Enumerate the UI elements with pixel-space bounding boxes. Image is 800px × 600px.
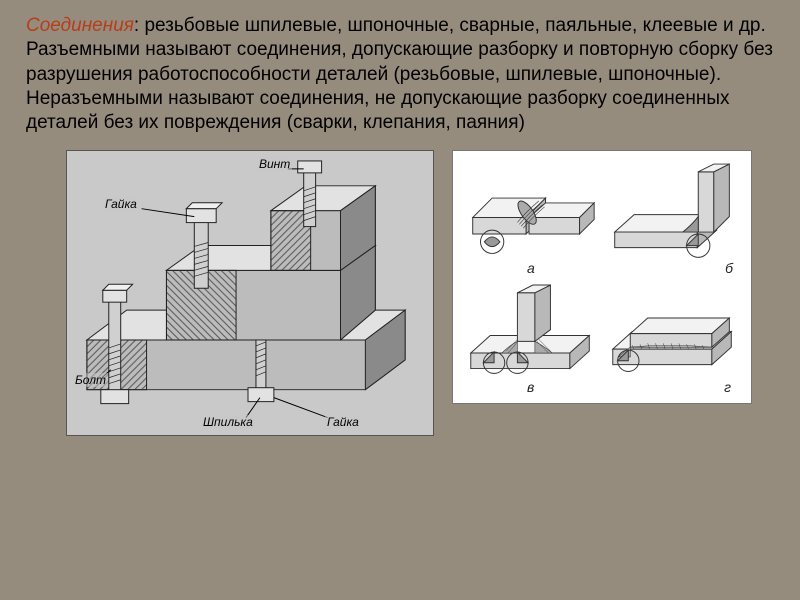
label-nut-bottom: Гайка (325, 415, 361, 429)
weld-tile-b: б (605, 161, 741, 274)
threaded-joints-diagram: Гайка Винт Болт Шпилька Гайка (66, 150, 434, 436)
threaded-svg (67, 151, 433, 435)
weld-tile-c: в (463, 280, 599, 393)
weld-types-grid: а б (452, 150, 752, 404)
figures-row: Гайка Винт Болт Шпилька Гайка (0, 146, 800, 436)
tag-a: а (527, 260, 535, 276)
label-screw: Винт (257, 157, 292, 171)
tag-d: г (724, 379, 731, 395)
label-stud: Шпилька (201, 415, 255, 429)
label-nut-top: Гайка (103, 197, 139, 211)
tag-c: в (527, 379, 534, 395)
label-bolt: Болт (73, 373, 108, 387)
tag-b: б (725, 260, 733, 276)
lead-word: Соединения (26, 15, 134, 36)
weld-tile-a: а (463, 161, 599, 274)
weld-tile-d: г (605, 280, 741, 393)
body-text: : резьбовые шпилевые, шпоночные, сварные… (26, 15, 773, 133)
description-paragraph: Соединения: резьбовые шпилевые, шпоночны… (0, 0, 800, 146)
